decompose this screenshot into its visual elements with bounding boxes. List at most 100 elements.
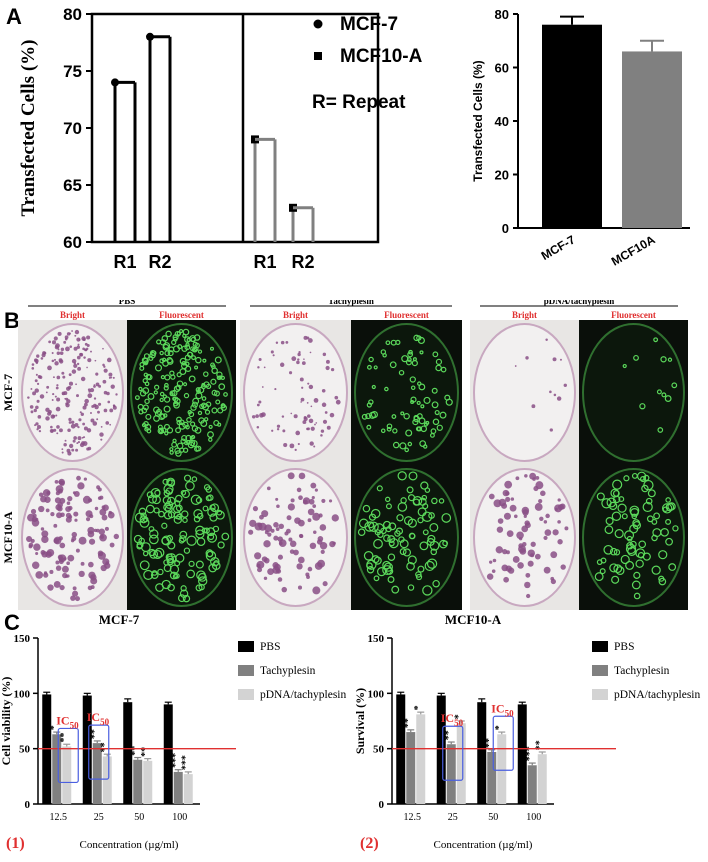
- colony-fluorescent: [150, 487, 161, 498]
- colony-fluorescent: [149, 529, 159, 539]
- colony-fluorescent: [208, 424, 213, 429]
- colony-bright: [85, 347, 89, 351]
- colony-fluorescent: [133, 534, 143, 544]
- colony-bright: [320, 549, 325, 554]
- bar: [183, 774, 193, 804]
- colony-fluorescent: [386, 426, 392, 432]
- x-tick-label: 25: [94, 812, 104, 823]
- colony-fluorescent: [207, 431, 214, 439]
- colony-bright: [59, 542, 66, 549]
- colony-fluorescent: [172, 396, 177, 401]
- colony-fluorescent: [403, 413, 410, 420]
- colony-bright: [258, 400, 262, 404]
- colony-fluorescent: [188, 375, 196, 383]
- y-axis-label: Survival (%): [354, 688, 367, 754]
- colony-fluorescent: [221, 532, 230, 541]
- colony-bright: [331, 514, 339, 522]
- colony-fluorescent: [406, 486, 414, 494]
- colony-fluorescent: [209, 346, 215, 351]
- colony-fluorescent: [366, 402, 372, 408]
- legend-label: MCF-7: [340, 14, 398, 35]
- x-tick-label: R1: [253, 252, 276, 272]
- colony-fluorescent: [141, 357, 148, 364]
- colony-bright: [276, 428, 280, 431]
- colony-bright: [549, 390, 552, 394]
- colony-bright: [519, 537, 523, 541]
- colony-bright: [45, 508, 50, 513]
- colony-fluorescent: [667, 502, 676, 511]
- colony-fluorescent: [210, 503, 220, 513]
- bar: [436, 695, 446, 804]
- sub-label-bright: Bright: [512, 310, 537, 320]
- colony-bright: [329, 541, 336, 548]
- colony-fluorescent: [206, 532, 218, 543]
- legend-label: PBS: [614, 641, 634, 653]
- colony-bright: [86, 428, 92, 433]
- colony-bright: [93, 397, 97, 400]
- colony-bright: [297, 358, 300, 361]
- colony-fluorescent: [146, 491, 154, 499]
- colony-bright: [92, 421, 98, 426]
- colony-bright: [266, 486, 271, 491]
- colony-bright: [99, 495, 104, 500]
- colony-fluorescent: [391, 585, 400, 594]
- colony-bright: [535, 475, 540, 480]
- colony-bright: [270, 528, 275, 533]
- colony-bright: [53, 581, 61, 588]
- colony-bright: [264, 524, 273, 533]
- colony-fluorescent: [216, 371, 223, 378]
- colony-fluorescent: [435, 358, 443, 365]
- colony-fluorescent: [647, 489, 656, 498]
- colony-bright: [502, 489, 510, 497]
- colony-bright: [68, 381, 74, 386]
- panel-label-a: A: [6, 4, 22, 29]
- colony-bright: [51, 340, 57, 345]
- colony-fluorescent: [190, 404, 197, 411]
- bar: [406, 732, 416, 804]
- colony-bright: [84, 398, 89, 404]
- colony-fluorescent: [630, 507, 639, 517]
- colony-bright: [36, 428, 39, 431]
- colony-bright: [75, 548, 80, 553]
- bar: [537, 754, 547, 804]
- colony-bright: [69, 443, 74, 449]
- colony-fluorescent: [371, 384, 376, 390]
- colony-bright: [94, 506, 99, 511]
- colony-bright: [516, 531, 524, 540]
- colony-fluorescent: [430, 428, 437, 435]
- y-tick-label: 150: [14, 633, 31, 645]
- colony-fluorescent: [220, 403, 226, 409]
- colony-bright: [255, 414, 259, 418]
- colony-bright: [40, 495, 47, 503]
- colony-fluorescent: [651, 518, 658, 525]
- colony-bright: [321, 388, 326, 393]
- colony-bright: [50, 511, 55, 517]
- colony-fluorescent: [164, 374, 171, 381]
- colony-bright: [86, 366, 88, 369]
- colony-fluorescent: [164, 431, 169, 436]
- colony-fluorescent: [153, 549, 163, 560]
- colony-fluorescent: [438, 498, 445, 504]
- colony-bright: [82, 347, 85, 351]
- colony-fluorescent: [426, 538, 435, 546]
- bar: [416, 714, 426, 804]
- colony-fluorescent: [620, 554, 630, 565]
- colony-bright: [31, 363, 35, 366]
- colony-fluorescent: [142, 387, 150, 394]
- colony-bright: [60, 347, 65, 352]
- colony-fluorescent: [366, 559, 377, 570]
- colony-bright: [45, 391, 48, 394]
- colony-bright: [502, 549, 508, 555]
- colony-fluorescent: [195, 584, 203, 592]
- colony-bright: [267, 532, 272, 537]
- colony-bright: [39, 394, 45, 399]
- x-tick-label: 12.5: [404, 812, 422, 823]
- sub-label-fluorescent: Fluorescent: [159, 310, 204, 320]
- colony-bright: [34, 424, 37, 427]
- y-tick-label: 70: [63, 119, 82, 138]
- significance-mark: **: [90, 729, 101, 739]
- colony-fluorescent: [218, 383, 226, 391]
- significance-mark: **: [59, 732, 70, 742]
- colony-fluorescent: [615, 566, 625, 575]
- colony-bright: [503, 576, 509, 583]
